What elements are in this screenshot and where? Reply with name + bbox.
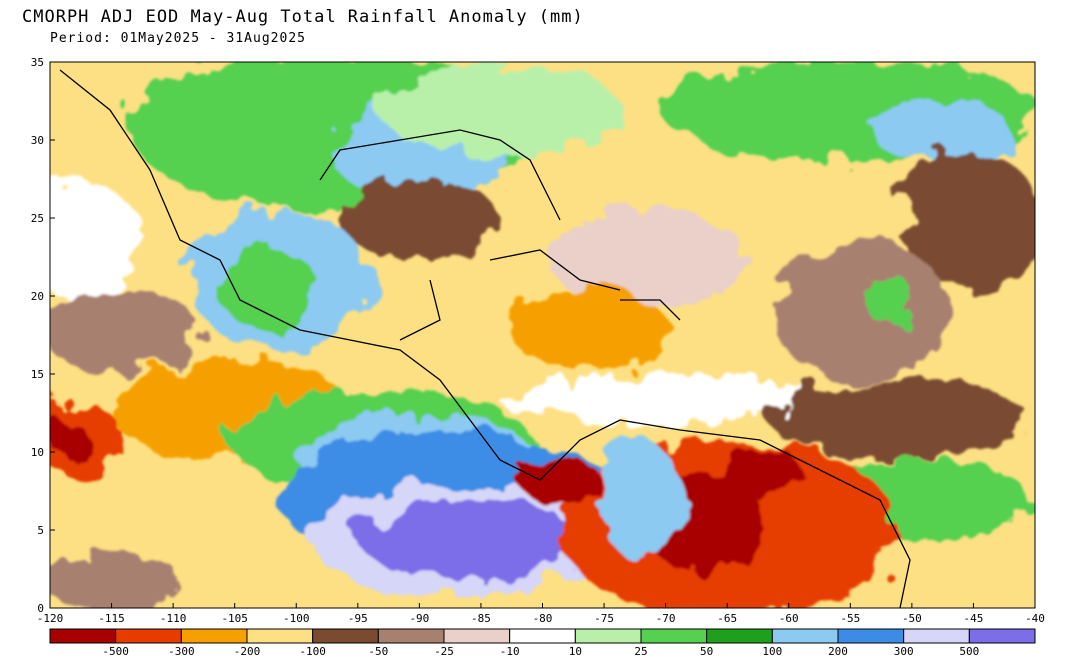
colorbar-swatch <box>49 628 117 644</box>
x-tick-label: -90 <box>409 612 429 625</box>
colorbar-swatch <box>509 628 576 644</box>
colorbar-swatch <box>771 628 839 644</box>
x-tick-label: -120 <box>37 612 64 625</box>
colorbar-swatch <box>246 628 314 644</box>
colorbar-label: -50 <box>368 645 388 657</box>
x-tick-label: -100 <box>283 612 310 625</box>
x-tick-label: -95 <box>348 612 368 625</box>
x-tick-label: -45 <box>964 612 984 625</box>
colorbar-swatch <box>640 628 708 644</box>
title: CMORPH ADJ EOD May-Aug Total Rainfall An… <box>22 7 584 27</box>
colorbar-label: 500 <box>959 645 979 657</box>
y-tick-label: 30 <box>31 134 44 147</box>
colorbar-swatch <box>837 628 905 644</box>
colorbar-label: 50 <box>700 645 713 657</box>
colorbar-label: -25 <box>434 645 454 657</box>
colorbar-swatch <box>443 628 511 644</box>
colorbar-label: 300 <box>894 645 914 657</box>
colorbar-swatch <box>903 628 970 644</box>
colorbar-swatch <box>706 628 773 644</box>
colorbar-swatch <box>180 628 248 644</box>
x-tick-label: -40 <box>1025 612 1045 625</box>
colorbar-swatch <box>574 628 642 644</box>
x-tick-label: -55 <box>840 612 860 625</box>
colorbar-label: -100 <box>299 645 326 657</box>
x-tick-label: -75 <box>594 612 614 625</box>
x-tick-label: -70 <box>656 612 676 625</box>
subtitle: Period: 01May2025 - 31Aug2025 <box>50 31 306 46</box>
y-tick-label: 35 <box>31 56 44 69</box>
colorbar-swatch <box>115 628 182 644</box>
y-tick-label: 0 <box>37 602 44 615</box>
colorbar-label: 25 <box>634 645 647 657</box>
x-tick-label: -80 <box>533 612 553 625</box>
x-tick-label: -60 <box>779 612 799 625</box>
y-tick-label: 10 <box>31 446 44 459</box>
colorbar-swatch <box>377 628 445 644</box>
colorbar-label: -300 <box>168 645 195 657</box>
y-tick-label: 20 <box>31 290 44 303</box>
colorbar-label: 10 <box>569 645 582 657</box>
y-tick-label: 25 <box>31 212 44 225</box>
x-tick-label: -105 <box>221 612 248 625</box>
colorbar-label: 200 <box>828 645 848 657</box>
rainfall-field <box>50 62 1035 608</box>
x-tick-label: -65 <box>717 612 737 625</box>
colorbar-label: -200 <box>234 645 261 657</box>
colorbar-swatch <box>968 628 1036 644</box>
x-tick-label: -115 <box>98 612 125 625</box>
x-tick-label: -110 <box>160 612 187 625</box>
x-tick-label: -85 <box>471 612 491 625</box>
x-tick-label: -50 <box>902 612 922 625</box>
y-tick-label: 5 <box>37 524 44 537</box>
colorbar-label: 100 <box>762 645 782 657</box>
y-tick-label: 15 <box>31 368 44 381</box>
colorbar-swatch <box>312 628 379 644</box>
colorbar-label: -10 <box>500 645 520 657</box>
colorbar-label: -500 <box>102 645 129 657</box>
